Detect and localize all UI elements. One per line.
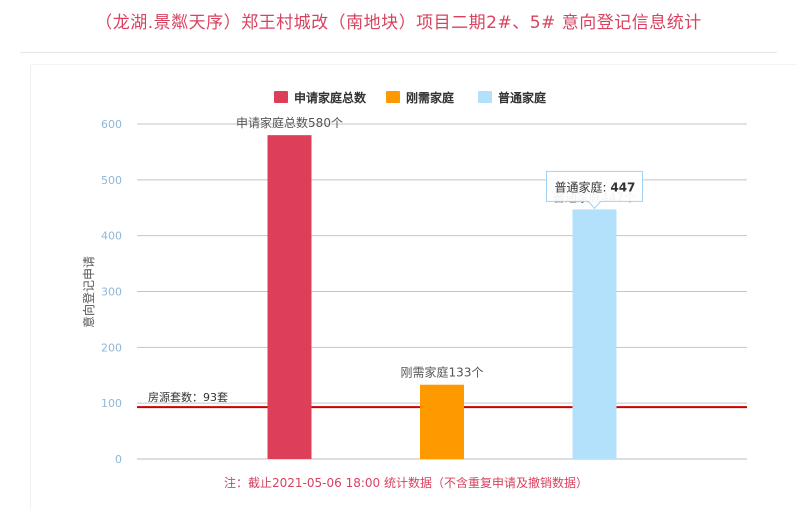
legend-label: 刚需家庭	[406, 90, 454, 105]
y-tick-label: 400	[101, 230, 122, 243]
grid-layer: 0 100 200 300 400 500 600	[101, 118, 747, 466]
legend-label: 普通家庭	[498, 90, 546, 105]
y-tick-label: 600	[101, 118, 122, 131]
y-tick-label: 300	[101, 286, 122, 299]
bar[interactable]	[420, 384, 464, 459]
chart-panel	[30, 64, 797, 509]
y-tick-label: 200	[101, 341, 122, 354]
legend-item[interactable]: 普通家庭	[478, 90, 546, 105]
bar-data-label: 申请家庭总数580个	[236, 115, 343, 130]
y-axis-title: 意向登记申请	[81, 256, 96, 328]
bar-data-label: 刚需家庭133个	[401, 365, 484, 380]
bars-layer	[267, 135, 617, 459]
chart-note: 注：截止2021-05-06 18:00 统计数据（不含重复申请及撤销数据）	[224, 475, 588, 490]
y-tick-label: 0	[115, 453, 122, 466]
tooltip: 普通家庭: 447	[546, 170, 643, 210]
tooltip-series-label: 普通家庭:	[555, 179, 611, 194]
bar[interactable]	[267, 135, 312, 459]
y-tick-label: 100	[101, 397, 122, 410]
legend: 申请家庭总数 刚需家庭 普通家庭	[274, 90, 546, 105]
tooltip-box	[546, 170, 643, 210]
legend-swatch	[478, 91, 492, 103]
title-divider	[20, 52, 777, 53]
tooltip-value: 447	[610, 180, 635, 194]
bar[interactable]	[572, 209, 617, 459]
legend-item[interactable]: 申请家庭总数	[274, 90, 367, 105]
legend-item[interactable]: 刚需家庭	[386, 90, 454, 105]
legend-label: 申请家庭总数	[294, 90, 367, 105]
reference-line-label: 房源套数：93套	[148, 390, 228, 404]
y-tick-label: 500	[101, 174, 122, 187]
legend-swatch	[386, 91, 400, 103]
tooltip-text: 普通家庭: 447	[555, 179, 636, 194]
page-title: （龙湖.景粼天序）郑王村城改（南地块）项目二期2#、5# 意向登记信息统计	[95, 13, 702, 33]
legend-swatch	[274, 91, 288, 103]
